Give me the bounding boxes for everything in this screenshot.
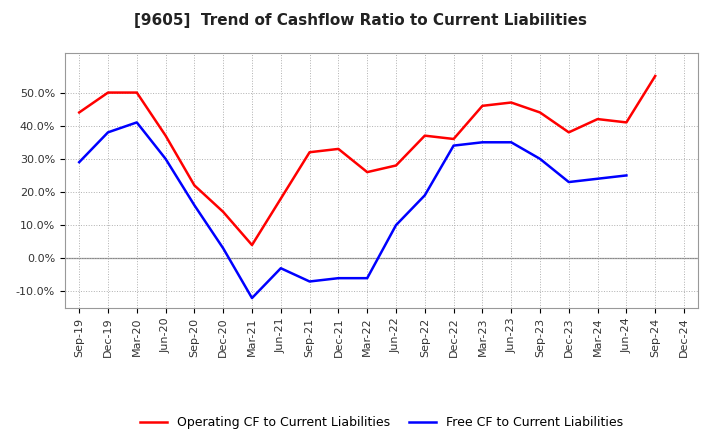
Free CF to Current Liabilities [219,246,228,251]
Operating CF to Current Liabilities [305,150,314,155]
Free CF to Current Liabilities [190,202,199,208]
Operating CF to Current Liabilities [104,90,112,95]
Operating CF to Current Liabilities [276,196,285,201]
Operating CF to Current Liabilities [651,73,660,79]
Text: [9605]  Trend of Cashflow Ratio to Current Liabilities: [9605] Trend of Cashflow Ratio to Curren… [133,13,587,28]
Free CF to Current Liabilities [305,279,314,284]
Free CF to Current Liabilities [593,176,602,181]
Operating CF to Current Liabilities [622,120,631,125]
Free CF to Current Liabilities [392,223,400,228]
Operating CF to Current Liabilities [536,110,544,115]
Operating CF to Current Liabilities [219,209,228,215]
Free CF to Current Liabilities [564,180,573,185]
Operating CF to Current Liabilities [507,100,516,105]
Free CF to Current Liabilities [478,139,487,145]
Operating CF to Current Liabilities [132,90,141,95]
Operating CF to Current Liabilities [593,117,602,122]
Free CF to Current Liabilities [420,193,429,198]
Operating CF to Current Liabilities [392,163,400,168]
Operating CF to Current Liabilities [420,133,429,138]
Line: Free CF to Current Liabilities: Free CF to Current Liabilities [79,122,626,298]
Operating CF to Current Liabilities [75,110,84,115]
Free CF to Current Liabilities [334,275,343,281]
Free CF to Current Liabilities [507,139,516,145]
Free CF to Current Liabilities [622,173,631,178]
Operating CF to Current Liabilities [190,183,199,188]
Free CF to Current Liabilities [75,160,84,165]
Free CF to Current Liabilities [104,130,112,135]
Operating CF to Current Liabilities [161,133,170,138]
Operating CF to Current Liabilities [478,103,487,109]
Legend: Operating CF to Current Liabilities, Free CF to Current Liabilities: Operating CF to Current Liabilities, Fre… [135,411,629,434]
Free CF to Current Liabilities [161,156,170,161]
Operating CF to Current Liabilities [334,146,343,151]
Free CF to Current Liabilities [363,275,372,281]
Free CF to Current Liabilities [132,120,141,125]
Free CF to Current Liabilities [449,143,458,148]
Line: Operating CF to Current Liabilities: Operating CF to Current Liabilities [79,76,655,245]
Free CF to Current Liabilities [276,266,285,271]
Operating CF to Current Liabilities [248,242,256,248]
Operating CF to Current Liabilities [449,136,458,142]
Operating CF to Current Liabilities [363,169,372,175]
Operating CF to Current Liabilities [564,130,573,135]
Free CF to Current Liabilities [248,295,256,301]
Free CF to Current Liabilities [536,156,544,161]
